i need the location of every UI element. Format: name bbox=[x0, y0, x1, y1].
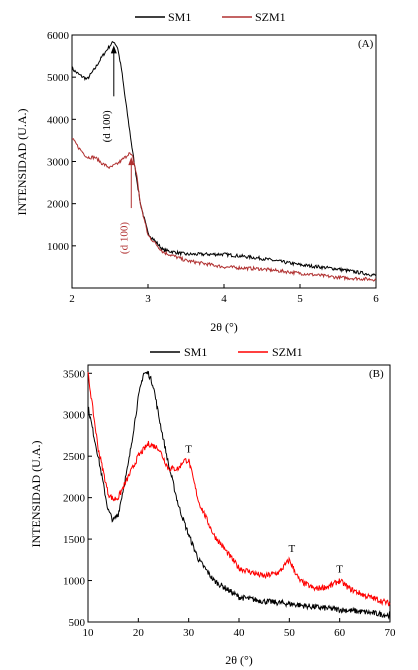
y-axis-label-a: INTENSIDAD (U.A.) bbox=[15, 109, 29, 216]
panel-label-a: (A) bbox=[358, 38, 374, 50]
y-tick-label-0-5: 6000 bbox=[47, 30, 70, 42]
series-line-1-szm1 bbox=[87, 372, 391, 607]
x-tick-label-1-4: 50 bbox=[284, 627, 296, 639]
panel-b-chart: SM1 SZM1 10 20 30 40 50 60 70 500 1000 1500 2000 25… bbox=[29, 345, 396, 667]
x-axis-label-b: 2θ (°) bbox=[225, 653, 253, 667]
annotation-label-1-2: T bbox=[336, 564, 343, 576]
y-tick-label-1-6: 3500 bbox=[63, 368, 86, 380]
series-line-0-sm1 bbox=[71, 40, 377, 277]
y-tick-label-0-3: 4000 bbox=[47, 114, 70, 126]
x-axis-label-a: 2θ (°) bbox=[210, 320, 238, 334]
y-axis-label-b: INTENSIDAD (U.A.) bbox=[29, 441, 43, 548]
x-tick-label-1-2: 30 bbox=[183, 627, 195, 639]
legend-a-label-sm1: SM1 bbox=[168, 10, 191, 24]
y-tick-label-1-5: 3000 bbox=[63, 410, 86, 422]
x-tick-label-1-3: 40 bbox=[234, 627, 246, 639]
y-tick-label-1-1: 1000 bbox=[63, 576, 86, 588]
legend-b-label-sm1: SM1 bbox=[184, 345, 207, 359]
annotation-arrowhead-1 bbox=[128, 157, 135, 166]
y-tick-label-0-1: 2000 bbox=[47, 199, 70, 211]
series-line-0-szm1 bbox=[71, 138, 377, 282]
annotation-label-0: (d 100) bbox=[101, 110, 113, 142]
y-tick-label-1-2: 1500 bbox=[63, 534, 86, 546]
x-tick-label-1-1: 20 bbox=[133, 627, 145, 639]
y-tick-label-0-0: 1000 bbox=[47, 241, 70, 253]
annotation-label-1: (d 100) bbox=[118, 222, 130, 254]
panel-a-chart: SM1 SZM1 2 3 4 5 6 1000 2000 3000 4000 5000 6000 (… bbox=[15, 10, 379, 334]
y-tick-label-0-4: 5000 bbox=[47, 72, 70, 84]
legend-b-label-szm1: SZM1 bbox=[272, 345, 303, 359]
x-tick-label-0-1: 3 bbox=[145, 293, 151, 305]
y-tick-label-1-4: 2500 bbox=[63, 451, 86, 463]
y-tick-label-1-3: 2000 bbox=[63, 493, 86, 505]
x-tick-label-1-5: 60 bbox=[334, 627, 346, 639]
x-tick-label-0-3: 5 bbox=[297, 293, 303, 305]
annotation-label-1-1: T bbox=[288, 543, 295, 555]
x-tick-label-0-2: 4 bbox=[221, 293, 227, 305]
series-a bbox=[71, 40, 377, 282]
legend-a: SM1 SZM1 bbox=[135, 10, 286, 24]
annotations-a: (d 100) (d 100) bbox=[101, 45, 135, 254]
x-tick-label-1-0: 10 bbox=[83, 627, 95, 639]
series-line-1-sm1 bbox=[87, 370, 391, 621]
annotations-b: T T T bbox=[185, 443, 343, 575]
ticks-b: 10 20 30 40 50 60 70 500 1000 1500 2000 2500 3000 350… bbox=[63, 368, 396, 639]
annotation-label-1-0: T bbox=[185, 443, 192, 455]
annotation-arrowhead-0 bbox=[110, 45, 117, 54]
ticks-a: 2 3 4 5 6 1000 2000 3000 4000 5000 6000 bbox=[47, 30, 379, 305]
x-tick-label-1-6: 70 bbox=[385, 627, 397, 639]
x-tick-label-0-0: 2 bbox=[69, 293, 75, 305]
y-tick-label-0-2: 3000 bbox=[47, 157, 70, 169]
legend-a-label-szm1: SZM1 bbox=[255, 10, 286, 24]
panel-label-b: (B) bbox=[369, 368, 384, 380]
series-b bbox=[87, 370, 391, 621]
x-tick-label-0-4: 6 bbox=[373, 293, 379, 305]
legend-b: SM1 SZM1 bbox=[150, 345, 303, 359]
y-tick-label-1-0: 500 bbox=[69, 617, 86, 629]
